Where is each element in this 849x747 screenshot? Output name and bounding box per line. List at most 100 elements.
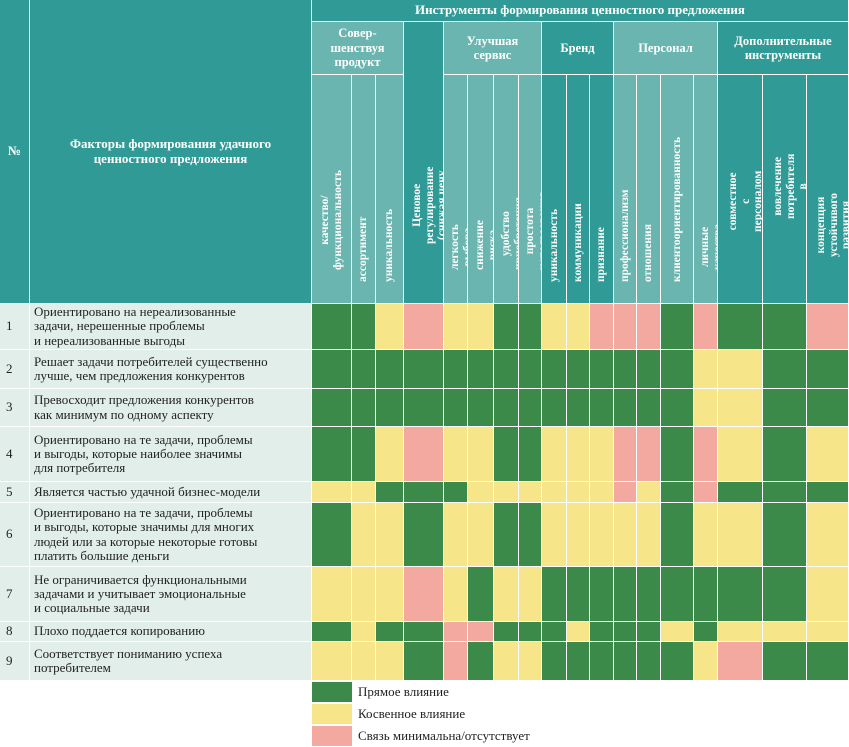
column-header-label: удобство приобретения bbox=[499, 196, 519, 270]
matrix-cell bbox=[494, 503, 519, 567]
header-factors: Факторы формирования удачного ценностног… bbox=[30, 0, 312, 304]
header-tools: Инструменты формирования ценностного пре… bbox=[312, 0, 849, 22]
matrix-cell bbox=[542, 482, 567, 503]
matrix-cell bbox=[614, 503, 637, 567]
column-header-label: качество/ функциональность bbox=[318, 169, 344, 270]
matrix-cell bbox=[542, 389, 567, 427]
matrix-cell bbox=[519, 642, 542, 681]
column-header: концепция устойчивого развития bbox=[807, 75, 849, 304]
factor-text: Ориентировано на те задачи, проблемы и в… bbox=[30, 427, 312, 482]
column-header-label: коммуникации bbox=[571, 203, 584, 283]
matrix-cell bbox=[404, 427, 444, 482]
matrix-cell bbox=[352, 503, 376, 567]
matrix-cell bbox=[352, 567, 376, 622]
matrix-cell bbox=[763, 503, 807, 567]
matrix-cell bbox=[542, 350, 567, 389]
matrix-cell bbox=[763, 622, 807, 642]
legend-swatch bbox=[312, 726, 352, 746]
matrix-cell bbox=[376, 350, 404, 389]
matrix-cell bbox=[694, 642, 718, 681]
matrix-cell bbox=[637, 482, 661, 503]
matrix-cell bbox=[444, 622, 468, 642]
matrix-cell bbox=[661, 642, 694, 681]
matrix-cell bbox=[614, 622, 637, 642]
matrix-cell bbox=[807, 304, 849, 350]
matrix-cell bbox=[468, 350, 494, 389]
column-header-label: отношения bbox=[642, 224, 655, 283]
column-header: клиентоориентированность bbox=[661, 75, 694, 304]
matrix-cell bbox=[661, 622, 694, 642]
matrix-cell bbox=[763, 389, 807, 427]
matrix-cell bbox=[567, 622, 590, 642]
matrix-cell bbox=[637, 622, 661, 642]
row-number: 7 bbox=[0, 567, 30, 622]
legend-swatch bbox=[312, 682, 352, 702]
matrix-cell bbox=[376, 642, 404, 681]
matrix-cell bbox=[763, 482, 807, 503]
matrix-cell bbox=[694, 389, 718, 427]
column-header-label: снижение риска bbox=[474, 219, 494, 270]
matrix-cell bbox=[661, 350, 694, 389]
matrix-cell bbox=[468, 427, 494, 482]
matrix-cell bbox=[494, 389, 519, 427]
matrix-cell bbox=[637, 350, 661, 389]
factor-text: Не ограничивается функциональными задача… bbox=[30, 567, 312, 622]
column-header: признание bbox=[590, 75, 614, 304]
column-header: совместное с персоналом создание ценност… bbox=[718, 75, 763, 304]
matrix-cell bbox=[468, 482, 494, 503]
matrix-cell bbox=[718, 427, 763, 482]
matrix-cell bbox=[614, 642, 637, 681]
matrix-cell bbox=[694, 304, 718, 350]
matrix-cell bbox=[637, 389, 661, 427]
matrix-cell bbox=[404, 304, 444, 350]
group-header: Улучшая сервис bbox=[444, 22, 542, 75]
column-header: отношения bbox=[637, 75, 661, 304]
column-header-label: концепция устойчивого развития bbox=[814, 193, 849, 258]
matrix-cell bbox=[694, 482, 718, 503]
group-header: Бренд bbox=[542, 22, 614, 75]
row-number: 8 bbox=[0, 622, 30, 642]
matrix-cell bbox=[352, 350, 376, 389]
row-number: 4 bbox=[0, 427, 30, 482]
matrix-cell bbox=[404, 567, 444, 622]
matrix-cell bbox=[590, 642, 614, 681]
matrix-cell bbox=[519, 503, 542, 567]
column-header-label: уникальность bbox=[547, 209, 560, 283]
column-header: качество/ функциональность bbox=[312, 75, 352, 304]
matrix-cell bbox=[567, 304, 590, 350]
matrix-cell bbox=[444, 389, 468, 427]
legend-label: Прямое влияние bbox=[358, 684, 449, 699]
matrix-cell bbox=[352, 482, 376, 503]
column-header-label: вовлечение потребителя в совместное созд… bbox=[771, 153, 806, 220]
column-header-label: совместное с персоналом создание ценност… bbox=[727, 170, 763, 232]
matrix-cell bbox=[807, 389, 849, 427]
matrix-cell bbox=[567, 482, 590, 503]
matrix-cell bbox=[312, 304, 352, 350]
matrix-cell bbox=[468, 642, 494, 681]
matrix-cell bbox=[718, 350, 763, 389]
matrix-cell bbox=[718, 389, 763, 427]
matrix-cell bbox=[494, 304, 519, 350]
matrix-cell bbox=[567, 350, 590, 389]
matrix-cell bbox=[694, 622, 718, 642]
matrix-cell bbox=[718, 304, 763, 350]
row-number: 2 bbox=[0, 350, 30, 389]
matrix-cell bbox=[614, 350, 637, 389]
matrix-cell bbox=[718, 642, 763, 681]
matrix-cell bbox=[444, 503, 468, 567]
matrix-cell bbox=[468, 304, 494, 350]
matrix-cell bbox=[444, 567, 468, 622]
matrix-cell bbox=[807, 642, 849, 681]
matrix-cell bbox=[637, 427, 661, 482]
column-header-label: Ценовое регулирование (снижая цену проду… bbox=[410, 166, 444, 245]
column-header: ассортимент bbox=[352, 75, 376, 304]
matrix-cell bbox=[614, 304, 637, 350]
matrix-cell bbox=[807, 503, 849, 567]
matrix-cell bbox=[637, 642, 661, 681]
matrix-cell bbox=[404, 642, 444, 681]
matrix-cell bbox=[807, 350, 849, 389]
matrix-cell bbox=[468, 567, 494, 622]
matrix-cell bbox=[661, 567, 694, 622]
matrix-cell bbox=[352, 642, 376, 681]
matrix-cell bbox=[494, 642, 519, 681]
